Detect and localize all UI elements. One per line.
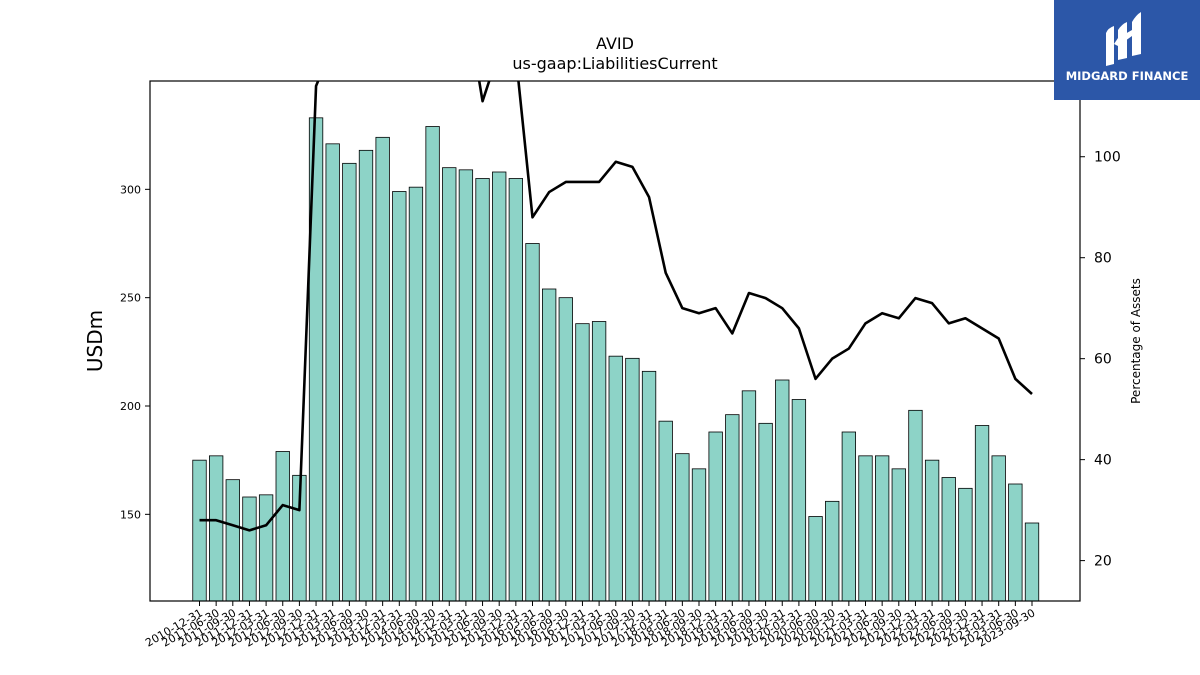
y-tick-label: 200 [120,400,141,413]
bar [708,431,723,601]
bar [325,143,340,601]
y-axis: 150 200 250 300 [120,183,150,521]
bar [725,414,740,601]
bar [841,431,856,601]
bar [974,425,990,601]
bar [575,323,590,601]
plot-frame [149,80,1081,602]
bar [625,357,640,601]
bar [891,468,906,601]
bar [808,516,823,601]
bar [1024,522,1040,601]
bar [475,178,490,601]
bar [958,487,973,601]
x-axis: 2010-12-312011-06-302011-09-302011-12-31… [143,601,1038,650]
bar [591,321,607,601]
bar [192,459,207,601]
bar [275,451,290,601]
chart-title: AVID [596,34,634,53]
bar [1008,483,1023,601]
bar [225,479,240,601]
bar [775,379,790,601]
bar [258,494,274,601]
bar [791,399,807,601]
bar [691,468,707,601]
bar [425,126,440,601]
chart-subtitle: us-gaap:LiabilitiesCurrent [512,54,717,73]
line-path [199,81,1033,532]
bar [908,409,923,601]
bar [924,459,940,601]
bar [741,390,757,601]
y2-tick-label: 80 [1094,251,1112,267]
bar [991,455,1006,601]
bar [375,136,390,601]
y2-tick-label: 40 [1094,453,1112,469]
bar [558,297,573,601]
bar [242,496,257,601]
bar [208,455,224,601]
bar [608,355,623,601]
bar-series [192,117,1040,601]
y-axis-label: USDm [83,310,107,372]
logo-mark-icon [1106,12,1141,66]
y-tick-label: 250 [120,292,141,305]
brand-logo: MIDGARD FINANCE [1054,0,1200,100]
bar [525,243,540,601]
bar [675,453,690,601]
y2-tick-label: 60 [1094,352,1112,368]
bar [492,171,507,601]
bar [458,169,474,601]
bar [758,422,773,601]
y2-axis: 20 40 60 80 100 [1080,150,1121,570]
bar [508,178,524,601]
y2-tick-label: 100 [1094,150,1121,166]
bar [392,191,407,601]
bar [442,167,457,601]
bar [358,149,374,601]
bar [658,420,673,601]
bar [875,455,890,601]
y-tick-label: 150 [120,508,141,521]
bar [858,455,873,601]
y2-axis-label: Percentage of Assets [1129,278,1143,404]
bar [941,477,956,601]
brand-name: MIDGARD FINANCE [1065,69,1189,83]
bar [825,500,840,601]
bar [542,288,557,601]
line-series [199,81,1033,532]
bar [408,186,424,601]
y2-tick-label: 20 [1094,554,1112,570]
bar [641,370,657,601]
bar [342,162,357,601]
y-tick-label: 300 [120,183,141,196]
